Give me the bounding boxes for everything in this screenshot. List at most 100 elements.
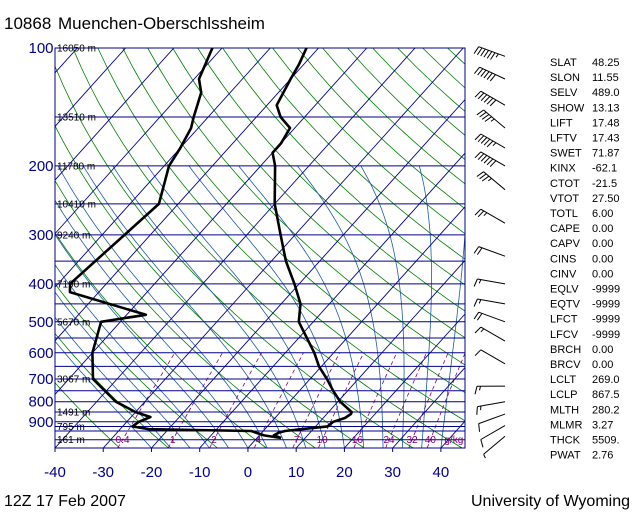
- station-id: 10868: [4, 14, 51, 33]
- dry-adiabat-line: [172, 48, 465, 339]
- index-key: LCLP: [550, 389, 578, 401]
- wind-barb: [473, 246, 506, 257]
- station-name: Muenchen-Oberschlssheim: [58, 14, 265, 33]
- height-label: 13510 m: [57, 113, 96, 124]
- moist-adiabat-line: [57, 165, 268, 448]
- isotherm-line: [392, 366, 465, 448]
- isotherm-line: [55, 48, 368, 396]
- index-value: 48.25: [592, 57, 620, 69]
- pressure-axis: 100 200 300 400 500 600 700 800 900: [28, 40, 53, 431]
- temperature-line: [271, 48, 353, 440]
- isotherm-line: [55, 48, 126, 128]
- height-label: 1491 m: [57, 408, 90, 419]
- mixing-ratio-label: 4: [256, 435, 262, 446]
- index-key: PWAT: [550, 450, 581, 462]
- moist-adiabat-line: [55, 264, 210, 448]
- isotherm-line: [295, 259, 465, 448]
- mixing-ratio-label: 40: [425, 435, 437, 446]
- moist-adiabat-line: [188, 165, 345, 448]
- temperature-tick-label: 10: [288, 464, 305, 481]
- observation-time: 12Z 17 Feb 2007: [4, 493, 126, 510]
- wind-barb: [474, 151, 506, 167]
- dry-adiabat-line: [122, 48, 465, 394]
- height-labels: 16050 m 13510 m 11780 m 10410 m 9240 m 7190 m…: [57, 44, 96, 447]
- index-value: -9999: [592, 299, 620, 311]
- index-key: TOTL: [550, 208, 578, 220]
- wind-barb: [476, 171, 506, 191]
- moist-adiabat-line: [360, 165, 405, 448]
- index-value: 280.2: [592, 404, 620, 416]
- moist-adiabat-line: [112, 165, 307, 448]
- index-key: SLON: [550, 72, 580, 84]
- index-value: -9999: [592, 284, 620, 296]
- index-value: 0.00: [592, 359, 613, 371]
- isotherm-line: [55, 48, 416, 448]
- index-value: 17.48: [592, 117, 620, 129]
- index-value: 71.87: [592, 148, 620, 160]
- height-label: 16050 m: [57, 44, 96, 55]
- mixing-ratio-line: [209, 352, 262, 448]
- temperature-tick-label: -20: [141, 464, 163, 481]
- mixing-ratio-line: [408, 352, 449, 448]
- index-value: 5509.: [592, 435, 620, 447]
- dry-adiabat-line: [272, 48, 465, 235]
- wind-barb: [473, 311, 506, 323]
- isotherm-line: [55, 48, 319, 342]
- index-key: CINS: [550, 253, 576, 265]
- temperature-tick-label: 20: [336, 464, 353, 481]
- dewpoint-line: [68, 48, 282, 440]
- dry-adiabat-line: [197, 48, 465, 312]
- moist-adiabat-line: [55, 291, 191, 448]
- pressure-tick-label: 300: [28, 227, 53, 244]
- isotherm-line: [55, 48, 271, 288]
- isotherm-line: [199, 152, 465, 448]
- mixing-ratio-line: [385, 352, 427, 448]
- pressure-tick-label: 200: [28, 158, 53, 175]
- index-key: LFCV: [550, 329, 579, 341]
- moist-adiabat-line: [55, 233, 229, 448]
- plot-frame: [54, 47, 466, 449]
- temperature-tick-label: 0: [244, 464, 252, 481]
- pressure-tick-label: 600: [28, 345, 53, 362]
- pressure-tick-label: 900: [28, 414, 53, 431]
- indices-table: SLAT 48.25 SLON 11.55 SELV 489.0 SHOW 13.13 LIFT…: [550, 57, 620, 462]
- isobars: [55, 48, 465, 441]
- index-value: 13.13: [592, 102, 620, 114]
- mixing-ratio-line: [426, 352, 465, 448]
- isotherm-line: [0, 48, 29, 448]
- data-source: University of Wyoming: [471, 493, 630, 510]
- index-key: SLAT: [550, 57, 577, 69]
- index-value: 0.00: [592, 268, 613, 280]
- index-key: THCK: [550, 435, 581, 447]
- index-key: CAPV: [550, 238, 581, 250]
- index-key: MLTH: [550, 404, 579, 416]
- mixing-ratio-line: [353, 352, 398, 448]
- mixing-ratio-label: 1: [170, 435, 176, 446]
- index-value: 0.00: [592, 223, 613, 235]
- wind-barb: [476, 109, 506, 129]
- dry-adiabat-line: [55, 124, 365, 448]
- height-label: 795 m: [57, 422, 85, 433]
- index-key: SELV: [550, 87, 578, 99]
- moist-adiabat-line: [55, 199, 249, 448]
- index-value: 867.5: [592, 389, 620, 401]
- index-value: 489.0: [592, 87, 620, 99]
- dry-adiabat-line: [55, 232, 267, 448]
- index-value: 269.0: [592, 374, 620, 386]
- wind-barb: [473, 46, 506, 60]
- moist-adiabat-line: [440, 227, 465, 448]
- mixing-ratio-label: g/kg: [444, 435, 463, 446]
- wind-barb: [473, 278, 506, 287]
- wind-barb: [483, 435, 506, 459]
- index-value: 0.00: [592, 238, 613, 250]
- wind-barb: [480, 425, 506, 448]
- height-label: 3067 m: [57, 375, 90, 386]
- sounding-profiles: [68, 48, 353, 440]
- isotherm-line: [344, 313, 465, 448]
- index-key: EQTV: [550, 299, 581, 311]
- mixing-ratio-line: [318, 352, 364, 448]
- pressure-tick-label: 100: [28, 40, 53, 57]
- index-value: 27.50: [592, 193, 620, 205]
- mixing-ratio-label: 32: [407, 435, 419, 446]
